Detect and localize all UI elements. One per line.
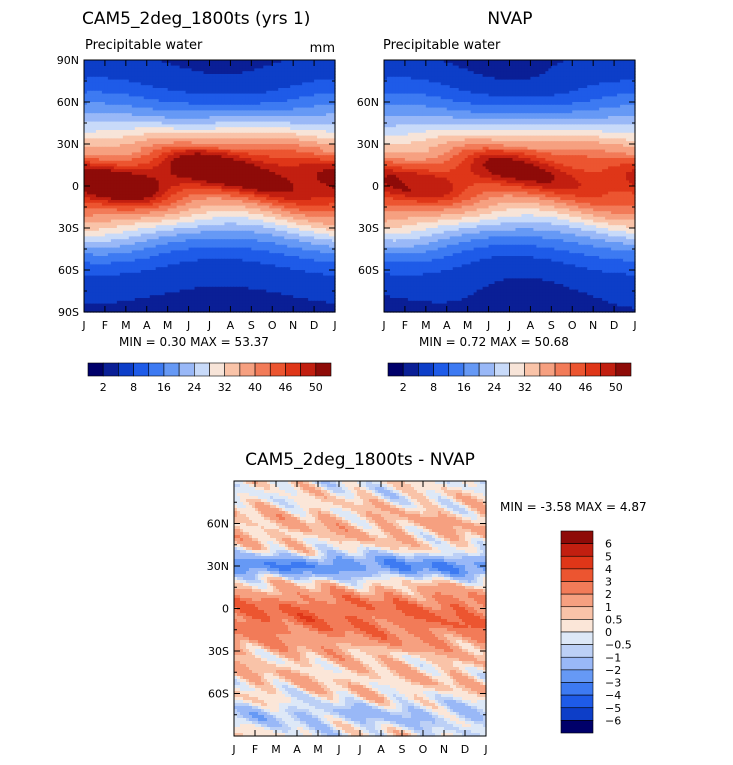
cam5-contour-field	[84, 60, 336, 313]
cam5-panel: J F M A M J J A S O N D J90N60N30N030S60S90SCAM5_2de…	[57, 9, 337, 394]
